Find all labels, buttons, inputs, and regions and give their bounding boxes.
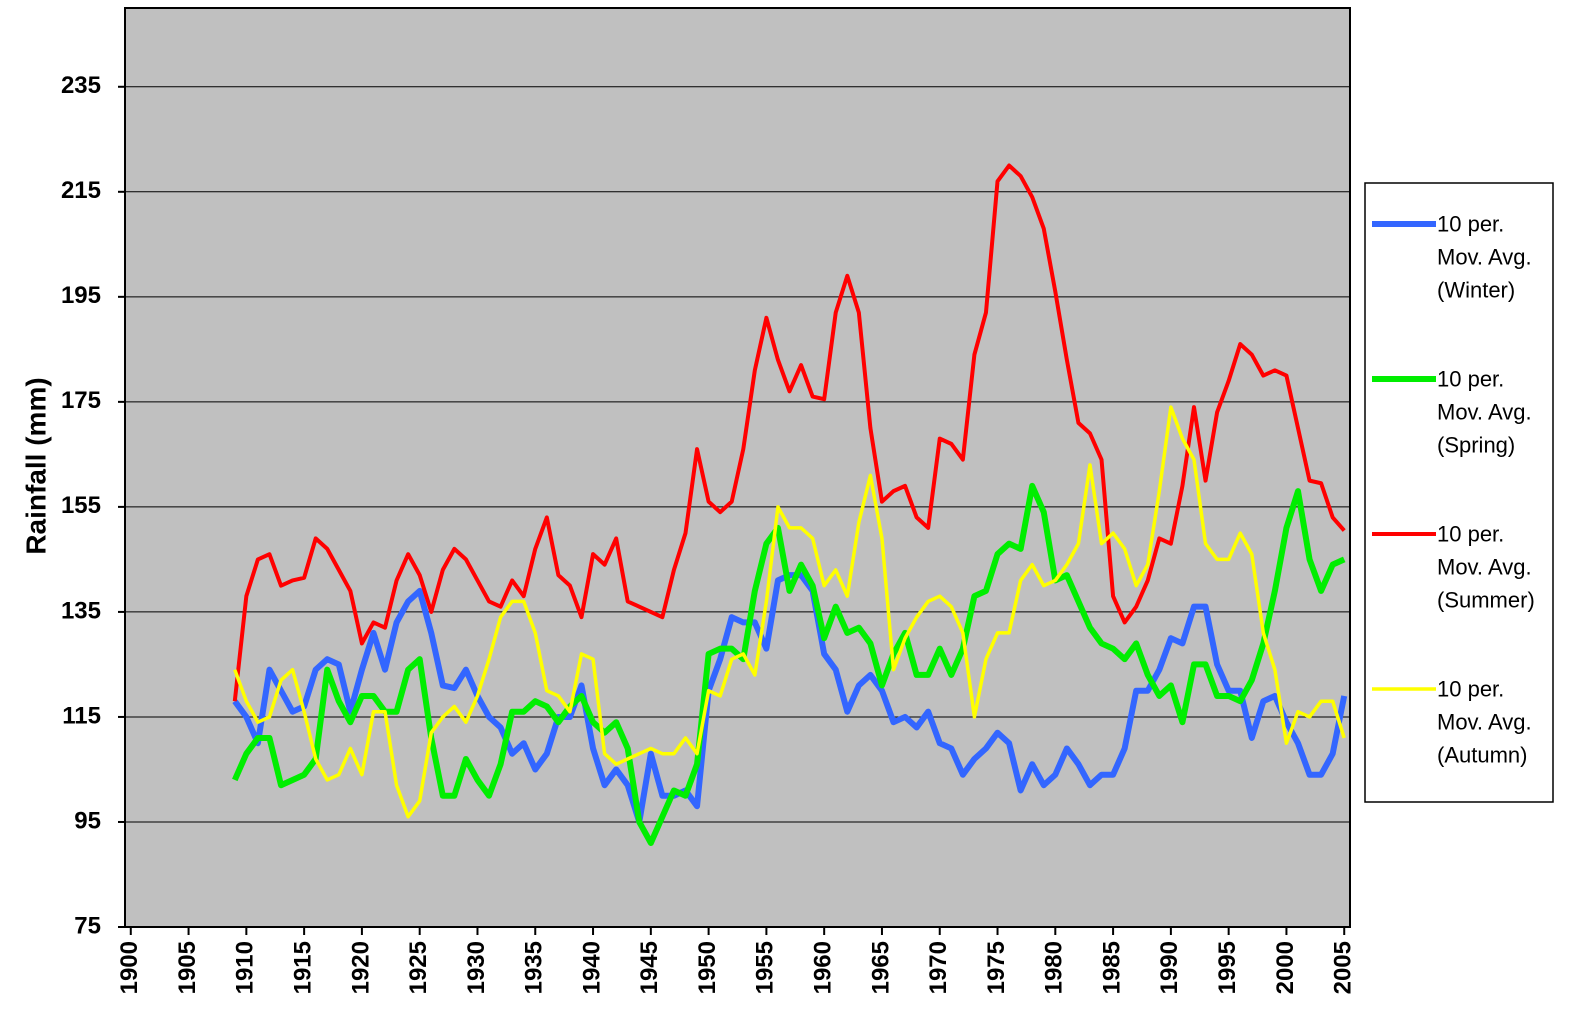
x-tick-label: 1960 xyxy=(810,941,837,994)
x-tick-label: 1900 xyxy=(116,941,143,994)
x-tick-label: 1965 xyxy=(867,941,894,994)
x-tick-label: 1940 xyxy=(578,941,605,994)
x-tick-label: 1905 xyxy=(174,941,201,994)
x-tick-label: 1930 xyxy=(463,941,490,994)
x-tick-label: 1915 xyxy=(289,941,316,994)
series-line xyxy=(232,163,1346,702)
x-tick-label: 2005 xyxy=(1330,941,1357,994)
lines xyxy=(232,163,1348,846)
x-tick-label: 1925 xyxy=(405,941,432,994)
y-tick-label: 115 xyxy=(62,702,101,729)
legend: 10 per. Mov. Avg. (Winter) 10 per. Mov. Avg.… xyxy=(1372,212,1535,768)
ticks: 75 95 115 135 155 175 195 215 235 1900 1905 1910 191… xyxy=(61,72,1357,994)
x-tick-label: 1975 xyxy=(983,941,1010,994)
series-line xyxy=(233,405,1346,819)
plot-border xyxy=(124,7,1351,928)
x-tick-label: 1945 xyxy=(636,941,663,994)
x-tick-label: 1920 xyxy=(347,941,374,994)
x-tick-label: 1935 xyxy=(521,941,548,994)
y-tick-label: 95 xyxy=(74,807,101,834)
y-tick-label: 175 xyxy=(61,387,101,414)
x-tick-label: 1950 xyxy=(694,941,721,994)
x-tick-label: 1985 xyxy=(1098,941,1125,994)
y-tick-label: 135 xyxy=(61,597,101,624)
legend-label: 10 per. Mov. Avg. (Summer) xyxy=(1437,522,1535,613)
x-tick-label: 1980 xyxy=(1041,941,1068,994)
legend-label: 10 per. Mov. Avg. (Autumn) xyxy=(1437,677,1532,768)
y-tick-label: 155 xyxy=(61,492,101,519)
legend-box xyxy=(1364,182,1554,803)
legend-label: 10 per. Mov. Avg. (Spring) xyxy=(1437,367,1532,458)
y-tick-label: 75 xyxy=(74,912,101,939)
x-tick-label: 1970 xyxy=(925,941,952,994)
y-tick-label: 235 xyxy=(61,72,101,99)
y-axis-title: Rainfall (mm) xyxy=(20,377,51,554)
x-tick-label: 1990 xyxy=(1156,941,1183,994)
series-line xyxy=(232,482,1346,846)
legend-label: 10 per. Mov. Avg. (Winter) xyxy=(1437,212,1532,303)
y-tick-label: 195 xyxy=(61,282,101,309)
x-tick-label: 1995 xyxy=(1214,941,1241,994)
x-tick-label: 1955 xyxy=(752,941,779,994)
x-tick-label: 1910 xyxy=(232,941,259,994)
y-tick-label: 215 xyxy=(61,177,101,204)
x-tick-label: 2000 xyxy=(1272,941,1299,994)
